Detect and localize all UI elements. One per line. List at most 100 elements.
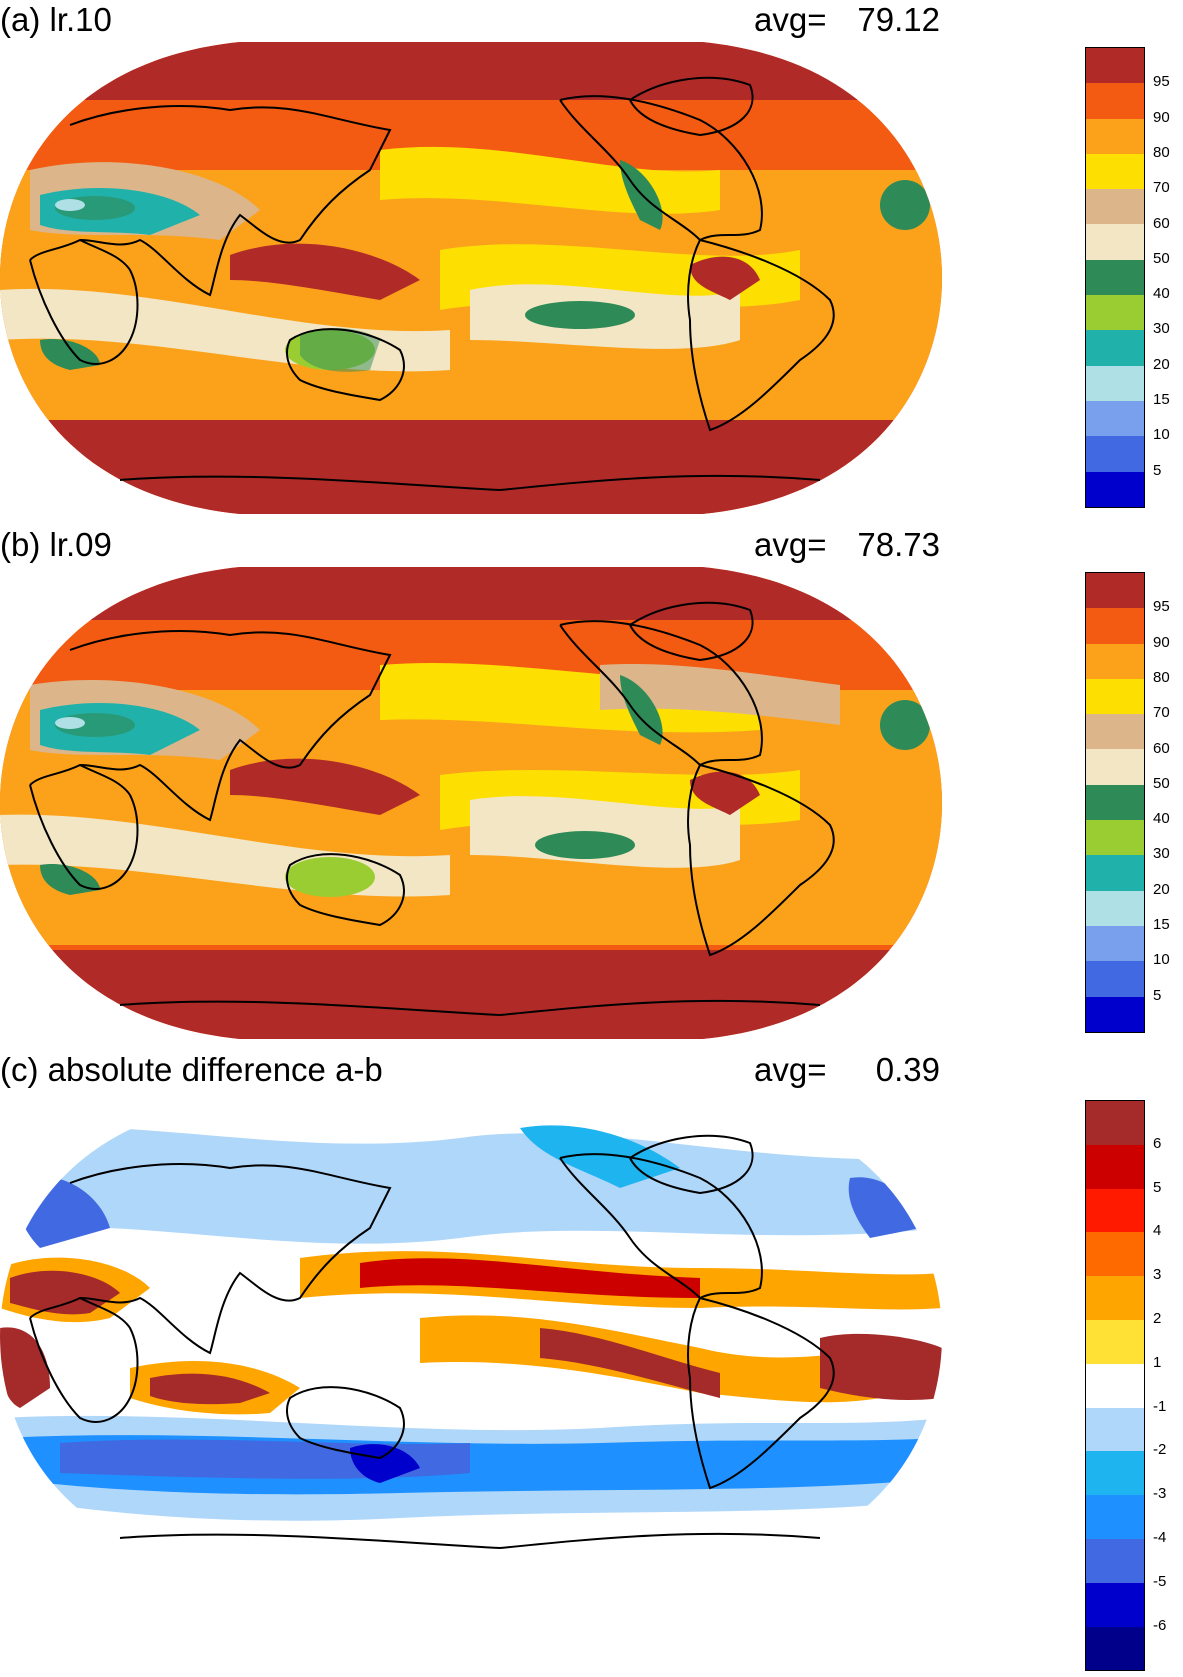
colorbar-swatch (1086, 365, 1144, 401)
colorbar-tick-label: 10 (1153, 951, 1170, 969)
panel-c-colorbar-swatches (1085, 1100, 1145, 1672)
colorbar-swatch (1086, 855, 1144, 891)
colorbar-tick-label: -5 (1153, 1572, 1167, 1590)
colorbar-tick-label: 95 (1153, 73, 1170, 91)
colorbar-tick-label: -2 (1153, 1441, 1167, 1459)
colorbar-swatch (1086, 330, 1144, 366)
panel-a-map (0, 40, 942, 516)
panel-b-avg-label: avg= (754, 526, 827, 563)
colorbar-swatch (1086, 153, 1144, 190)
panel-c-title: (c) absolute difference a-b (0, 1051, 383, 1088)
panel-b-title: (b) lr.09 (0, 526, 112, 563)
colorbar-swatch (1086, 1626, 1144, 1671)
panel-a-average: avg= 79.12 (754, 0, 940, 40)
colorbar-tick-label: 30 (1153, 845, 1170, 863)
colorbar-swatch (1086, 224, 1144, 260)
panel-c-avg-value: 0.39 (875, 1051, 940, 1088)
colorbar-tick-label: 50 (1153, 774, 1170, 792)
colorbar-swatch (1086, 118, 1144, 154)
panel-a-title: (a) lr.10 (0, 1, 112, 38)
colorbar-swatch (1086, 1188, 1144, 1233)
colorbar-tick-label: 20 (1153, 880, 1170, 898)
colorbar-swatch (1086, 1276, 1144, 1320)
panel-a-avg-label: avg= (754, 1, 827, 38)
colorbar-tick-label: 90 (1153, 633, 1170, 651)
colorbar-tick-label: 70 (1153, 179, 1170, 197)
panel-c-average: avg= 0.39 (754, 1050, 940, 1090)
colorbar-swatch (1086, 749, 1144, 785)
colorbar-swatch (1086, 400, 1144, 437)
colorbar-tick-label: 40 (1153, 285, 1170, 303)
panel-c: (c) absolute difference a-b avg= 0.39 (0, 1050, 1183, 1677)
colorbar-tick-label: -1 (1153, 1397, 1167, 1415)
colorbar-swatch (1086, 784, 1144, 821)
colorbar-swatch (1086, 1232, 1144, 1277)
panel-b-map (0, 565, 942, 1041)
colorbar-tick-label: 5 (1153, 986, 1162, 1004)
colorbar-tick-label: 5 (1153, 1178, 1162, 1196)
panel-b-colorbar-swatches (1085, 572, 1145, 1033)
colorbar-swatch (1086, 573, 1144, 609)
colorbar-tick-label: 50 (1153, 249, 1170, 267)
colorbar-swatch (1086, 1319, 1144, 1364)
panel-b-average: avg= 78.73 (754, 525, 940, 565)
colorbar-tick-label: -4 (1153, 1529, 1167, 1546)
colorbar-swatch (1086, 1101, 1144, 1145)
colorbar-swatch (1086, 1538, 1144, 1583)
colorbar-tick-label: 40 (1153, 810, 1170, 828)
colorbar-tick-label: 1 (1153, 1353, 1162, 1371)
colorbar-swatch (1086, 890, 1144, 926)
colorbar-tick-label: 80 (1153, 668, 1170, 686)
colorbar-tick-label: 90 (1153, 108, 1170, 126)
colorbar-swatch (1086, 259, 1144, 296)
panel-b-avg-value: 78.73 (857, 526, 940, 563)
colorbar-tick-label: 60 (1153, 214, 1170, 232)
panel-c-colorbar: 6 5 4 3 2 1 -1 -2 -3 -4 -5 -6 (1085, 1100, 1183, 1672)
colorbar-swatch (1086, 925, 1144, 962)
colorbar-tick-label: 95 (1153, 598, 1170, 616)
colorbar-swatch (1086, 820, 1144, 856)
panel-a: (a) lr.10 avg= 79.12 (0, 0, 1183, 525)
colorbar-swatch (1086, 1144, 1144, 1189)
colorbar-tick-label: 10 (1153, 426, 1170, 444)
colorbar-swatch (1086, 471, 1144, 507)
colorbar-swatch (1086, 1582, 1144, 1627)
panel-a-colorbar-swatches (1085, 47, 1145, 508)
colorbar-swatch (1086, 714, 1144, 750)
colorbar-swatch (1086, 436, 1144, 472)
colorbar-tick-label: 70 (1153, 704, 1170, 722)
colorbar-tick-label: 4 (1153, 1222, 1162, 1240)
colorbar-tick-label: 80 (1153, 143, 1170, 161)
colorbar-tick-label: 30 (1153, 320, 1170, 338)
colorbar-swatch (1086, 1407, 1144, 1452)
colorbar-swatch (1086, 295, 1144, 331)
panel-a-avg-value: 79.12 (857, 1, 940, 38)
panel-b-coastlines (29, 601, 835, 1017)
panel-c-coastlines (29, 1134, 835, 1550)
colorbar-tick-label: 15 (1153, 916, 1170, 933)
colorbar-swatch (1086, 678, 1144, 715)
panel-a-coastlines (29, 76, 835, 492)
colorbar-tick-label: 15 (1153, 391, 1170, 408)
panel-b: (b) lr.09 avg= 78.73 (0, 525, 1183, 1050)
colorbar-tick-label: 6 (1153, 1134, 1162, 1152)
colorbar-swatch (1086, 608, 1144, 644)
colorbar-swatch (1086, 1363, 1144, 1408)
colorbar-tick-label: -3 (1153, 1485, 1167, 1503)
colorbar-swatch (1086, 189, 1144, 225)
panel-b-colorbar: 95 90 80 70 60 50 40 30 20 15 10 5 (1085, 572, 1183, 1033)
colorbar-tick-label: 3 (1153, 1266, 1162, 1284)
colorbar-swatch (1086, 1495, 1144, 1539)
colorbar-tick-label: 2 (1153, 1310, 1162, 1327)
colorbar-swatch (1086, 996, 1144, 1032)
colorbar-swatch (1086, 643, 1144, 679)
colorbar-swatch (1086, 83, 1144, 119)
colorbar-swatch (1086, 961, 1144, 997)
colorbar-tick-label: 20 (1153, 355, 1170, 373)
colorbar-swatch (1086, 1451, 1144, 1496)
colorbar-tick-label: 60 (1153, 739, 1170, 757)
colorbar-tick-label: 5 (1153, 461, 1162, 479)
colorbar-tick-label: -6 (1153, 1616, 1167, 1634)
colorbar-swatch (1086, 48, 1144, 84)
panel-c-map (0, 1098, 942, 1574)
